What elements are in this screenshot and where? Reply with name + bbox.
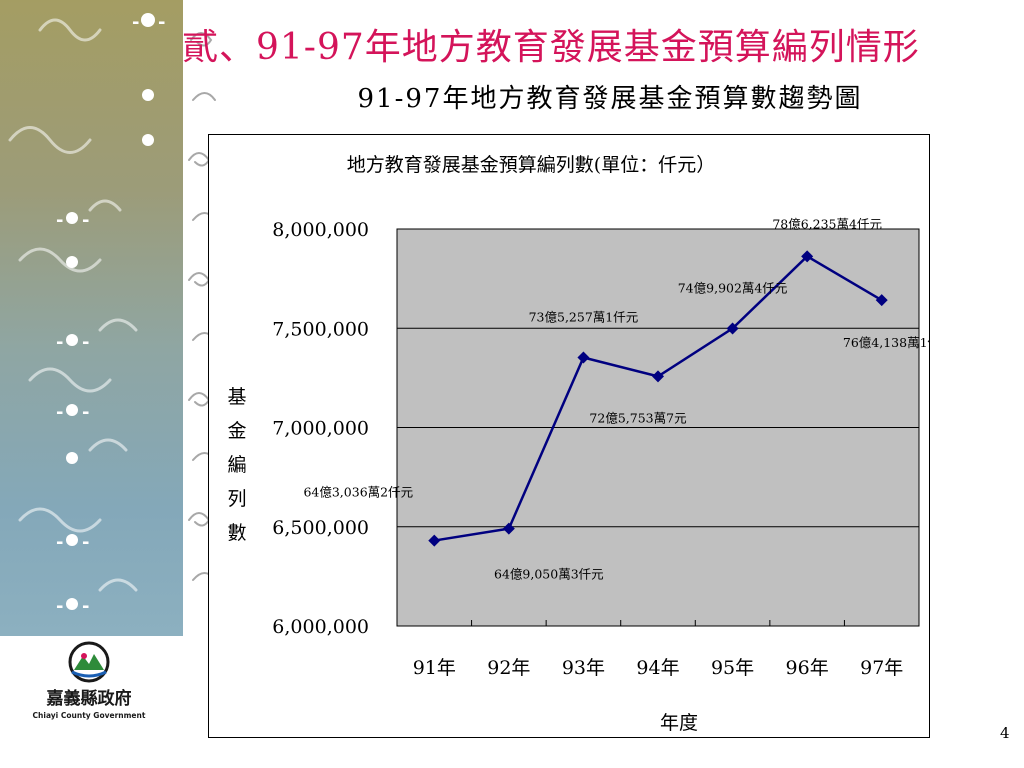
svg-text:-: - xyxy=(82,332,89,353)
x-tick-label: 97年 xyxy=(860,657,903,679)
decorative-side-band: -- -- -- -- -- -- xyxy=(0,0,183,636)
data-label: 64億3,036萬2仟元 xyxy=(303,485,413,500)
sun-pattern-decoration: -- -- -- -- -- -- xyxy=(8,12,165,617)
data-label: 64億9,050萬3仟元 xyxy=(494,567,604,582)
data-label: 74億9,902萬4仟元 xyxy=(678,280,788,295)
data-label: 72億5,753萬7元 xyxy=(589,410,686,425)
y-tick-label: 8,000,000 xyxy=(272,219,369,241)
x-tick-label: 91年 xyxy=(413,657,456,679)
y-axis-title-char: 數 xyxy=(227,522,246,544)
data-point-marker xyxy=(875,294,888,307)
data-point-marker xyxy=(726,322,739,335)
data-point-marker xyxy=(652,370,664,383)
svg-text:-: - xyxy=(82,210,89,231)
data-label: 76億4,138萬1仟元 xyxy=(843,335,929,350)
svg-text:-: - xyxy=(56,332,63,353)
y-tick-label: 6,000,000 xyxy=(272,616,369,638)
svg-text:-: - xyxy=(82,532,89,553)
x-tick-label: 96年 xyxy=(786,657,829,679)
y-axis-title-char: 金 xyxy=(227,420,246,442)
x-tick-label: 93年 xyxy=(562,657,605,679)
data-point-marker xyxy=(801,250,814,263)
x-tick-label: 92年 xyxy=(487,657,530,679)
svg-text:-: - xyxy=(56,532,63,553)
chiayi-county-logo: 嘉義縣政府 Chiayi County Government xyxy=(24,640,154,724)
logo-chinese-name: 嘉義縣政府 xyxy=(46,688,132,709)
svg-text:-: - xyxy=(56,596,63,617)
chart-frame: 地方教育發展基金預算編列數(單位：仟元） 6,000,000 6,500,000 7… xyxy=(208,134,953,738)
y-axis-title-char: 列 xyxy=(227,488,246,510)
data-point-marker xyxy=(502,522,515,535)
y-axis-title-char: 編 xyxy=(227,454,246,476)
chart-title: 地方教育發展基金預算編列數(單位：仟元） xyxy=(347,154,715,176)
svg-text:-: - xyxy=(158,12,165,33)
x-tick-label: 95年 xyxy=(711,657,754,679)
data-labels: 64億3,036萬2仟元 64億9,050萬3仟元 73億5,257萬1仟元 72億5… xyxy=(303,216,952,582)
slide-title: 貳、91-97年地方教育發展基金預算編列情形 xyxy=(182,27,920,68)
y-axis-tick-labels: 6,000,000 6,500,000 7,000,000 7,500,000 8,00… xyxy=(272,219,369,638)
svg-text:-: - xyxy=(56,402,63,423)
y-axis-title-char: 基 xyxy=(227,386,246,408)
data-label: 78億6,235萬4仟元 xyxy=(772,216,882,231)
page-number: 4 xyxy=(1000,724,1010,742)
logo-english-name: Chiayi County Government xyxy=(33,711,146,720)
data-point-marker xyxy=(577,351,590,364)
svg-text:-: - xyxy=(56,210,63,231)
x-axis-tick-labels: 91年 92年 93年 94年 95年 96年 97年 xyxy=(413,620,903,679)
data-point-marker xyxy=(428,534,441,547)
svg-text:-: - xyxy=(82,596,89,617)
slide-subtitle: 91-97年地方教育發展基金預算數趨勢圖 xyxy=(357,84,863,114)
y-tick-label: 7,000,000 xyxy=(272,418,369,440)
svg-text:-: - xyxy=(132,12,139,33)
gridlines xyxy=(397,327,919,528)
x-axis-title: 年度 xyxy=(660,712,698,734)
y-tick-label: 7,500,000 xyxy=(272,318,369,340)
data-series xyxy=(428,250,888,547)
line-chart: 地方教育發展基金預算編列數(單位：仟元） 6,000,000 6,500,000 7… xyxy=(227,154,952,734)
svg-text:-: - xyxy=(82,402,89,423)
x-tick-label: 94年 xyxy=(636,657,679,679)
y-tick-label: 6,500,000 xyxy=(272,517,369,539)
data-label: 73億5,257萬1仟元 xyxy=(529,310,639,325)
